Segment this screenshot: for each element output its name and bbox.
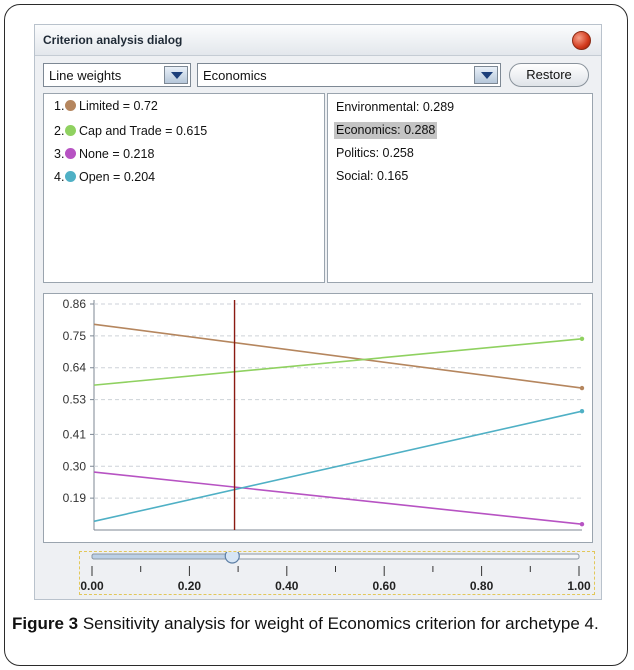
series-line <box>93 337 583 386</box>
y-tick-label: 0.75 <box>63 329 87 343</box>
series-end-point <box>579 522 585 527</box>
series-line <box>93 471 583 526</box>
y-tick-label: 0.41 <box>63 427 87 441</box>
slider-tick-label: 0.60 <box>373 579 397 593</box>
y-tick-label: 0.86 <box>63 297 87 311</box>
criteria-list[interactable]: Environmental: 0.289 Economics: 0.288 Po… <box>327 93 593 283</box>
criterion-item-politics[interactable]: Politics: 0.258 <box>336 146 414 160</box>
weight-slider[interactable]: 0.00 0.20 0.40 0.60 0.80 1.00 <box>80 548 594 594</box>
mode-select[interactable]: Line weights <box>43 63 191 87</box>
figure-caption: Figure 3 Sensitivity analysis for weight… <box>12 612 612 636</box>
weight-slider-panel: 0.00 0.20 0.40 0.60 0.80 1.00 <box>79 548 595 595</box>
close-icon[interactable] <box>572 31 591 50</box>
mode-select-value: Line weights <box>49 68 122 83</box>
y-tick-label: 0.19 <box>63 491 87 505</box>
legend-dot <box>65 125 76 136</box>
series-end-point <box>579 409 585 414</box>
criterion-select[interactable]: Economics <box>197 63 501 87</box>
sensitivity-chart: 0.86 0.75 0.64 0.53 0.41 0.30 0.19 <box>63 297 585 531</box>
chevron-down-icon[interactable] <box>474 66 498 84</box>
slider-tick-label: 0.00 <box>80 579 104 593</box>
legend-dot <box>65 100 76 111</box>
slider-tick-label: 0.80 <box>470 579 494 593</box>
criterion-analysis-dialog: Criterion analysis dialog Line weights E… <box>34 24 602 600</box>
slider-tick-label: 1.00 <box>567 579 591 593</box>
chevron-down-icon[interactable] <box>164 66 188 84</box>
criterion-select-value: Economics <box>203 68 267 83</box>
legend-item: 3. None = 0.218 <box>54 147 155 161</box>
caption-text: Sensitivity analysis for weight of Econo… <box>78 614 599 633</box>
y-tick-label: 0.64 <box>63 361 87 375</box>
dialog-title: Criterion analysis dialog <box>43 33 183 47</box>
slider-fill <box>91 553 233 560</box>
legend-item: 4. Open = 0.204 <box>54 170 156 184</box>
title-bar[interactable]: Criterion analysis dialog <box>35 25 601 56</box>
series-end-point <box>579 385 585 391</box>
legend-dot <box>65 171 76 182</box>
series-line <box>93 410 583 523</box>
criterion-item-social[interactable]: Social: 0.165 <box>336 169 409 183</box>
y-tick-label: 0.53 <box>63 393 87 407</box>
slider-tick-label: 0.40 <box>275 579 299 593</box>
legend-item: 1. Limited = 0.72 <box>54 99 158 113</box>
sensitivity-chart-panel: 0.86 0.75 0.64 0.53 0.41 0.30 0.19 <box>43 293 593 543</box>
y-tick-label: 0.30 <box>63 459 87 473</box>
series-end-point <box>579 336 585 341</box>
alternatives-legend: 1. Limited = 0.72 2. Cap and Trade = 0.615… <box>43 93 325 283</box>
criterion-item-economics[interactable]: Economics: 0.288 <box>334 122 438 139</box>
caption-prefix: Figure 3 <box>12 614 79 633</box>
criterion-item-environmental[interactable]: Environmental: 0.289 <box>336 100 455 114</box>
restore-button[interactable]: Restore <box>509 63 589 87</box>
legend-item: 2. Cap and Trade = 0.615 <box>54 124 208 138</box>
legend-dot <box>65 148 76 159</box>
slider-thumb[interactable] <box>224 548 240 564</box>
slider-tick-label: 0.20 <box>178 579 202 593</box>
series-line <box>93 323 583 389</box>
